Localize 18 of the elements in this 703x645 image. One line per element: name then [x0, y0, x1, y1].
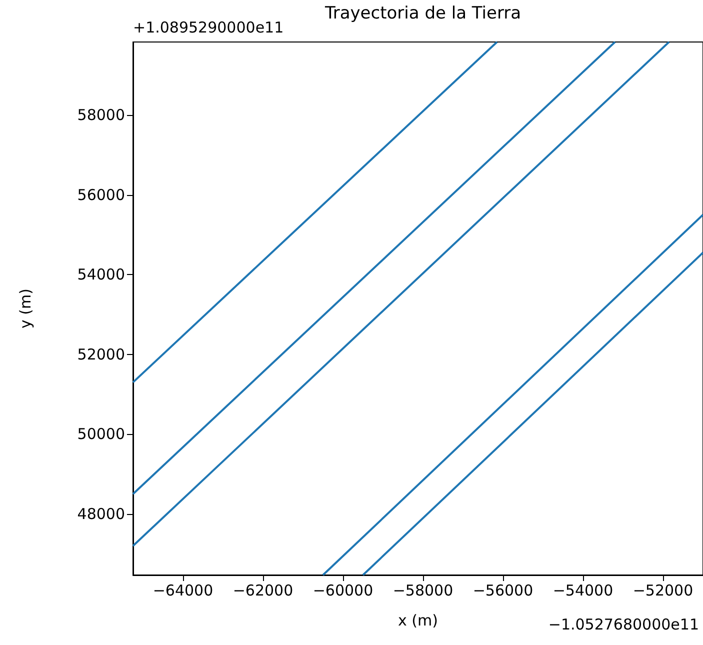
x-tick-label: −62000 [232, 582, 294, 600]
chart-title: Trayectoria de la Tierra [324, 4, 522, 24]
x-tick-label: −56000 [472, 582, 534, 600]
y-tick-label: 58000 [77, 106, 125, 124]
y-tick-label: 54000 [77, 266, 125, 284]
y-tick-label: 48000 [77, 504, 125, 523]
x-axis-title: x (m) [398, 612, 438, 630]
x-tick-label: −54000 [552, 582, 614, 600]
text: −1.0527680000e11 [548, 616, 700, 634]
x-tick-label: −60000 [312, 582, 374, 600]
x-tick-label: −58000 [392, 582, 454, 600]
y-tick-label: 56000 [77, 186, 125, 204]
y-tick-label: 50000 [77, 425, 125, 444]
x-tick-label: −52000 [632, 582, 694, 600]
text: +1.0895290000e11 [133, 18, 284, 36]
x-tick-label: −64000 [152, 582, 214, 600]
y-axis-title: y (m) [16, 288, 34, 328]
y-tick-label: 52000 [77, 345, 125, 364]
